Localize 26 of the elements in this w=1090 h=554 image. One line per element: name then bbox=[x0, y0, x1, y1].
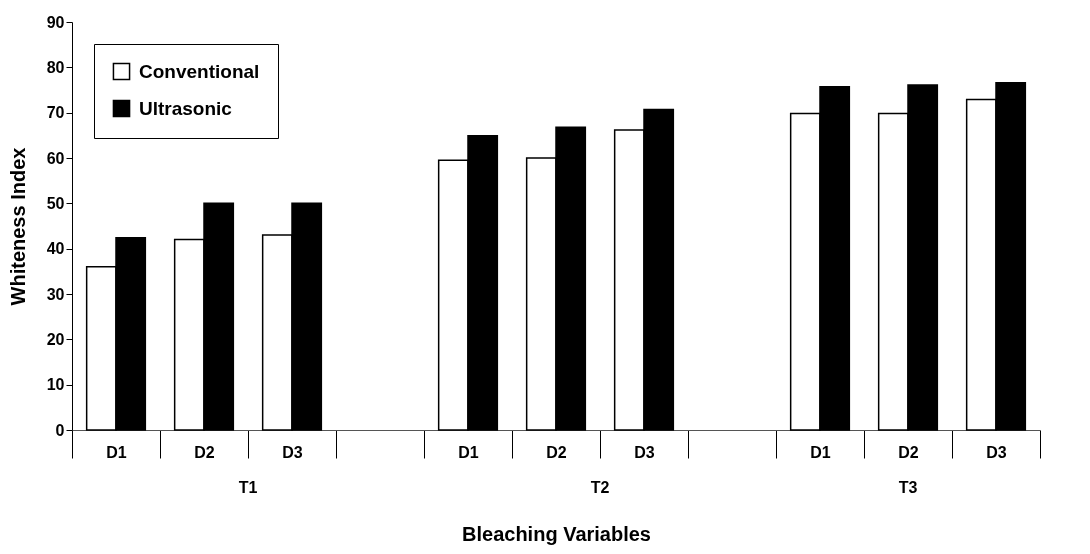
text: T1 bbox=[238, 479, 258, 496]
x-tick-label: D2 bbox=[898, 443, 919, 461]
x-axis-title: Bleaching Variables bbox=[462, 522, 651, 545]
x-tick-label: D1 bbox=[810, 443, 831, 461]
x-tick-label: D2 bbox=[546, 443, 567, 461]
y-tick-label: 0 bbox=[55, 421, 65, 439]
y-tick-label: 20 bbox=[46, 330, 65, 348]
x-tick-label: D3 bbox=[986, 443, 1007, 461]
legend-label: Ultrasonic bbox=[139, 97, 233, 119]
y-tick-label: 40 bbox=[46, 240, 65, 258]
y-tick-label: 90 bbox=[46, 13, 65, 31]
x-tick-label: D3 bbox=[282, 443, 303, 461]
y-tick-label: 60 bbox=[46, 149, 65, 167]
y-tick-label: 50 bbox=[46, 194, 65, 212]
x-tick-label: D1 bbox=[458, 443, 479, 461]
legend-label: Conventional bbox=[139, 60, 260, 82]
y-tick-label: 30 bbox=[46, 285, 65, 303]
y-tick-label: 80 bbox=[46, 58, 65, 76]
x-tick-label: D3 bbox=[634, 443, 655, 461]
y-tick-label: 10 bbox=[46, 376, 65, 394]
text: T3 bbox=[898, 479, 918, 496]
text: T2 bbox=[590, 479, 610, 496]
y-axis-title: Whiteness Index bbox=[6, 147, 29, 306]
x-tick-label: D2 bbox=[194, 443, 215, 461]
x-tick-label: D1 bbox=[106, 443, 127, 461]
y-tick-label: 70 bbox=[46, 104, 65, 122]
